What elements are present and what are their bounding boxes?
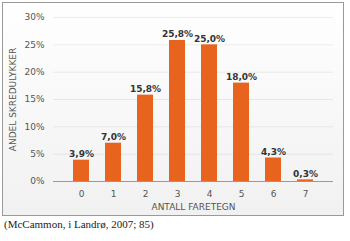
svg-text:7: 7 bbox=[303, 189, 309, 199]
svg-text:0%: 0% bbox=[30, 176, 45, 186]
svg-text:4: 4 bbox=[207, 189, 213, 199]
svg-text:25,0%: 25,0% bbox=[194, 34, 225, 44]
svg-text:1: 1 bbox=[111, 189, 117, 199]
svg-text:20%: 20% bbox=[24, 67, 44, 77]
svg-text:15%: 15% bbox=[24, 94, 44, 104]
svg-text:25,8%: 25,8% bbox=[162, 29, 193, 39]
svg-text:ANTALL FARETEGN: ANTALL FARETEGN bbox=[151, 202, 235, 212]
svg-text:2: 2 bbox=[143, 189, 149, 199]
svg-text:ANDEL SKREDULYKKER: ANDEL SKREDULYKKER bbox=[8, 48, 18, 152]
html-text:(McCammon, i Landrø, 2007; 85): (McCammon, i Landrø, 2007; 85) bbox=[4, 218, 154, 230]
svg-text:0,3%: 0,3% bbox=[293, 169, 318, 179]
svg-text:5: 5 bbox=[239, 189, 245, 199]
svg-text:18,0%: 18,0% bbox=[226, 72, 257, 82]
svg-text:15,8%: 15,8% bbox=[130, 84, 161, 94]
svg-text:4,3%: 4,3% bbox=[261, 147, 286, 157]
svg-text:0: 0 bbox=[79, 189, 85, 199]
svg-text:30%: 30% bbox=[24, 12, 44, 22]
svg-text:7,0%: 7,0% bbox=[101, 132, 126, 142]
svg-text:10%: 10% bbox=[24, 122, 44, 132]
svg-text:25%: 25% bbox=[24, 40, 44, 50]
svg-text:5%: 5% bbox=[30, 149, 45, 159]
svg-text:3,9%: 3,9% bbox=[69, 149, 94, 159]
svg-text:3: 3 bbox=[175, 189, 181, 199]
svg-text:6: 6 bbox=[271, 189, 277, 199]
